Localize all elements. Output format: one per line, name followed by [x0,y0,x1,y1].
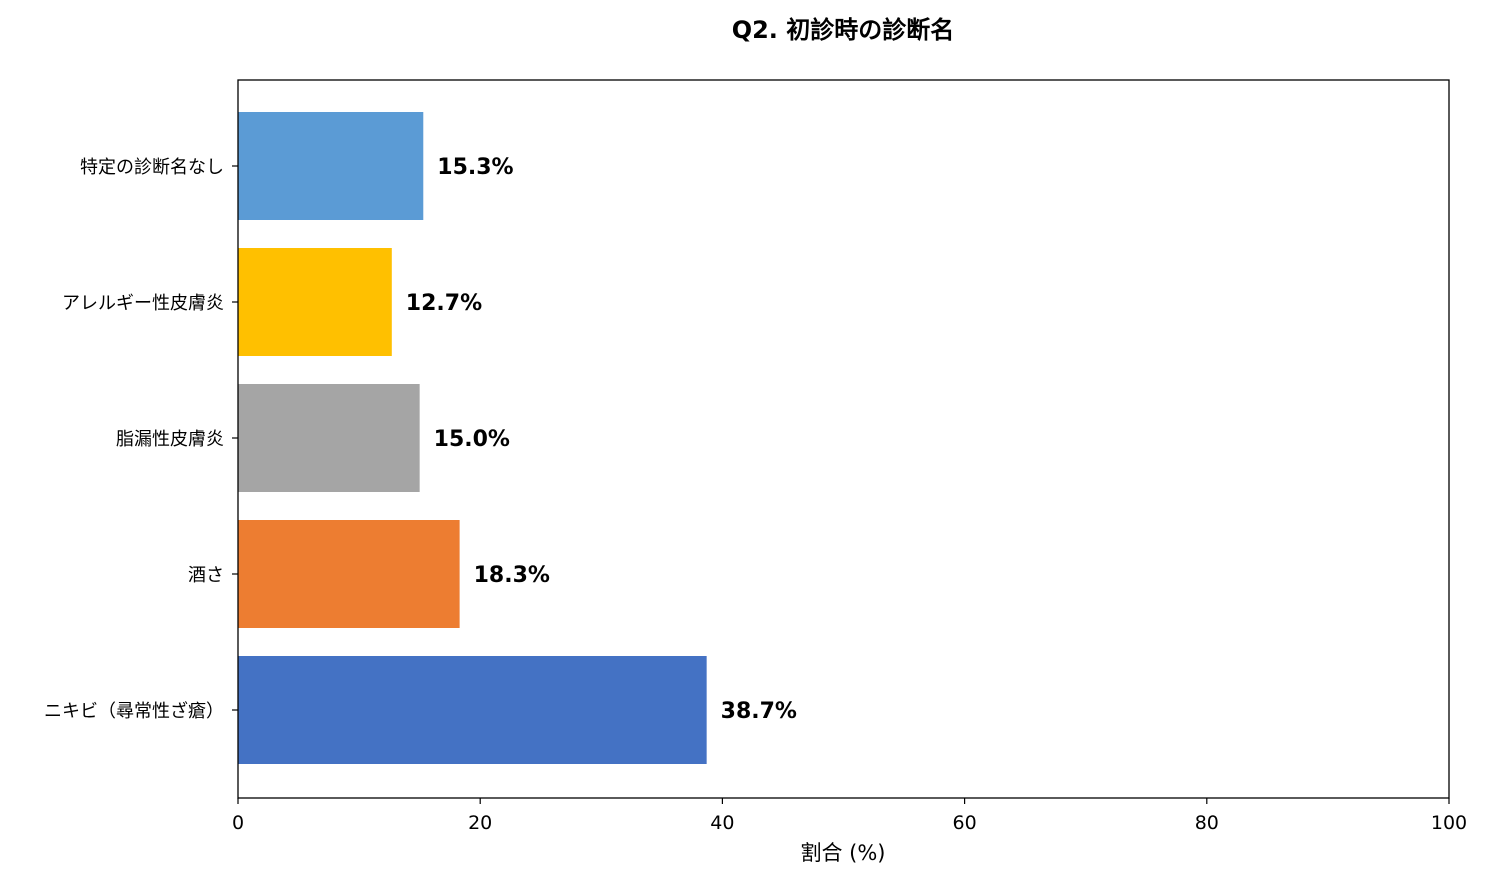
y-tick-label: 特定の診断名なし [80,157,224,178]
bar [238,384,420,492]
x-tick-label: 20 [468,812,492,834]
plot-frame [237,79,1450,799]
y-tick-label: ニキビ（尋常性ざ瘡） [44,700,224,722]
x-axis-label: 割合 (%) [800,841,885,865]
bar [238,112,424,220]
x-tick-label: 60 [953,812,977,834]
data-label: 12.7% [406,291,482,316]
x-tick-label: 40 [710,812,734,834]
data-label: 15.3% [437,155,513,180]
data-label: 18.3% [474,563,550,588]
data-label: 38.7% [721,699,797,724]
bar [238,248,392,356]
x-tick-label: 0 [232,812,244,834]
x-tick-label: 100 [1431,812,1467,834]
bar [238,520,460,628]
x-tick-label: 80 [1195,812,1219,834]
data-label: 15.0% [434,427,510,452]
y-tick-label: 脂漏性皮膚炎 [116,429,224,450]
bar [238,656,707,764]
y-tick-label: 酒さ [188,565,224,586]
chart-title: Q2. 初診時の診断名 [732,16,955,44]
y-tick-label: アレルギー性皮膚炎 [62,293,224,314]
